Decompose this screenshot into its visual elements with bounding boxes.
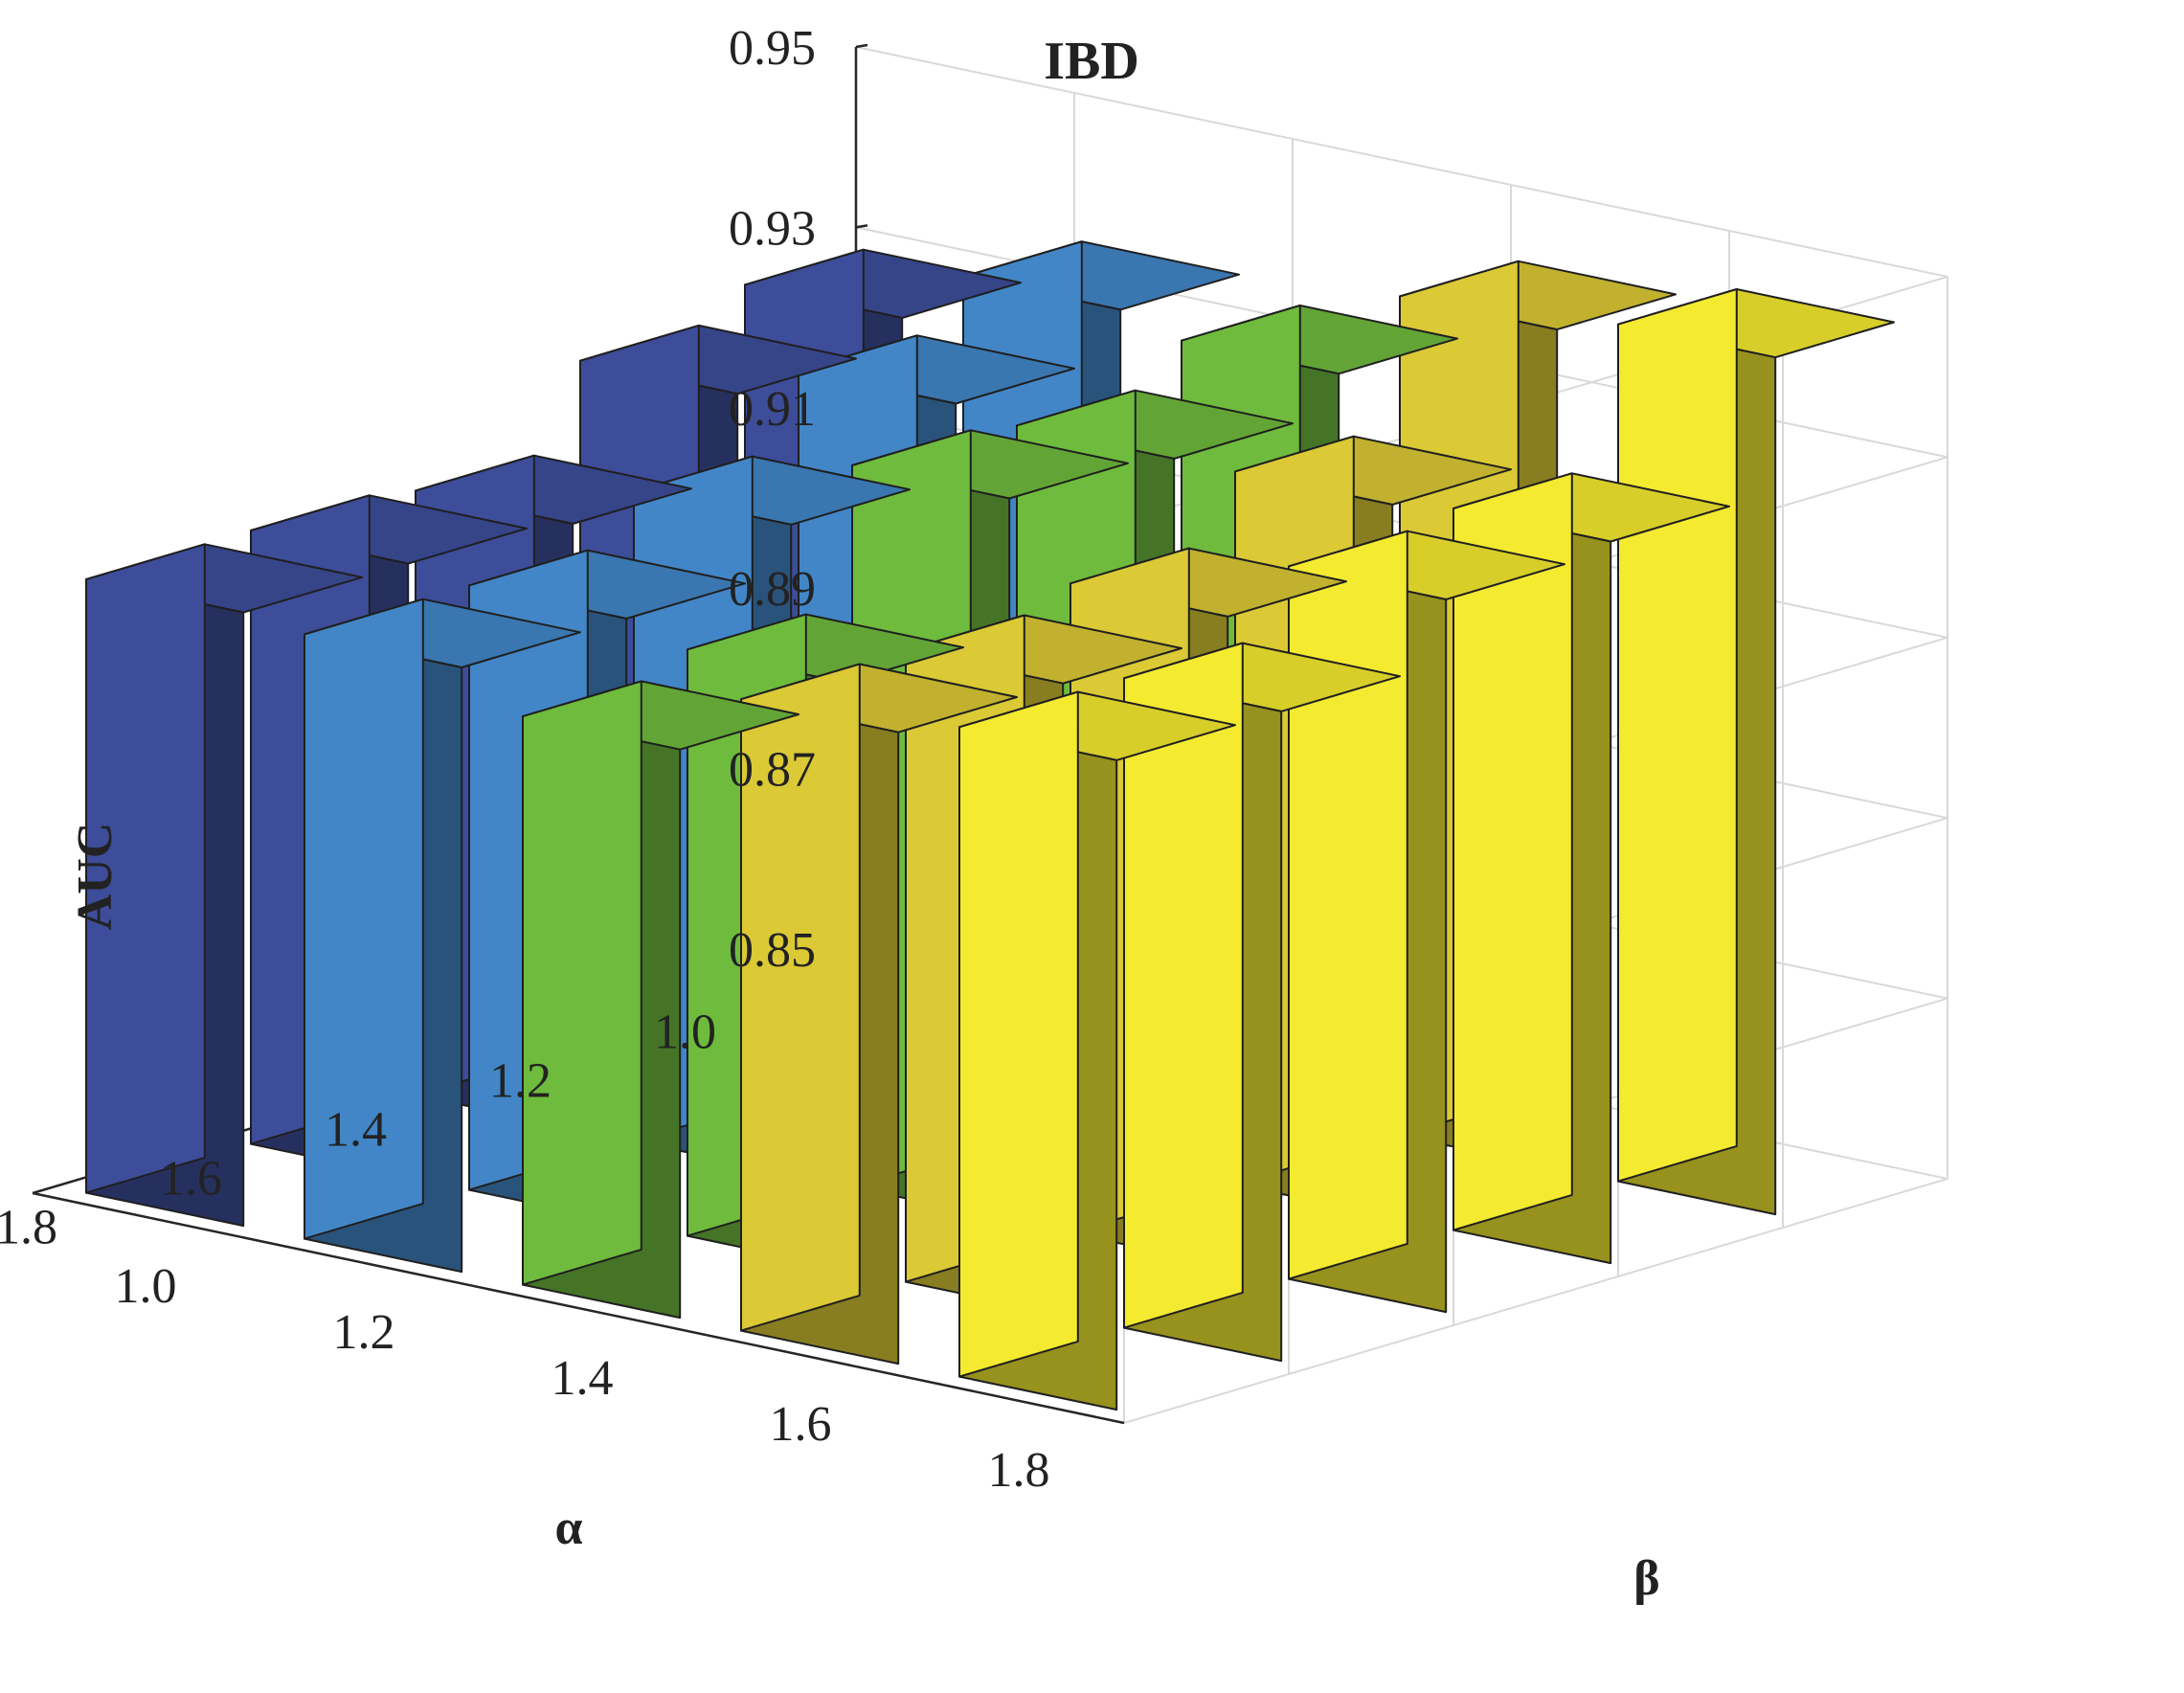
bars (85, 240, 1895, 1411)
beta-axis-title: β (1633, 1551, 1659, 1606)
grid-line-back (855, 46, 1948, 278)
beta-tick-label: 1.6 (770, 1397, 832, 1452)
z-tick (855, 43, 868, 49)
beta-tick-label: 1.4 (552, 1351, 614, 1406)
z-tick-label: 0.91 (729, 382, 816, 437)
alpha-tick-label: 1.6 (160, 1152, 222, 1207)
chart-title: IBD (1044, 32, 1139, 91)
bar-side-left (958, 690, 1079, 1378)
z-tick-label: 0.89 (729, 562, 816, 617)
bar (958, 690, 1236, 1411)
alpha-tick-label: 1.8 (0, 1201, 57, 1255)
bar-side-left (1452, 472, 1573, 1231)
bar (1617, 288, 1895, 1216)
beta-tick-label: 1.2 (333, 1305, 395, 1360)
grid-line-right (1123, 1178, 1948, 1424)
z-tick-label: 0.87 (729, 743, 816, 798)
bar-side-left (85, 543, 206, 1194)
z-tick (855, 224, 868, 229)
bar-side-left (1617, 288, 1738, 1183)
bar (1452, 472, 1730, 1265)
alpha-tick-label: 1.2 (489, 1054, 552, 1109)
bar (1123, 642, 1401, 1363)
bar (304, 598, 581, 1274)
beta-tick-label: 1.8 (988, 1443, 1050, 1498)
alpha-tick-label: 1.4 (325, 1103, 387, 1158)
alpha-tick-label: 1.0 (654, 1005, 716, 1060)
z-tick-label: 0.95 (729, 21, 816, 76)
beta-tick-label: 1.0 (115, 1259, 177, 1314)
alpha-axis-title: α (554, 1501, 582, 1555)
bar-side-left (1123, 642, 1244, 1329)
z-tick-label: 0.93 (729, 201, 816, 256)
beta-axis-line (32, 1191, 1125, 1425)
z-axis-title: AUC (68, 823, 123, 931)
bar-side-left (1288, 530, 1408, 1280)
bar (1288, 530, 1565, 1314)
bar-side-left (304, 598, 424, 1240)
bar (522, 680, 799, 1320)
axis-labels: 0.85 0.87 0.89 0.91 0.93 0.95 1.0 1.2 1.4 1.6 1.8 1… (0, 21, 1050, 1498)
bar (85, 543, 363, 1228)
bar (740, 663, 1018, 1366)
bar-side-left (522, 680, 642, 1286)
bar-side-left (740, 663, 861, 1332)
z-tick-label: 0.85 (729, 923, 816, 978)
